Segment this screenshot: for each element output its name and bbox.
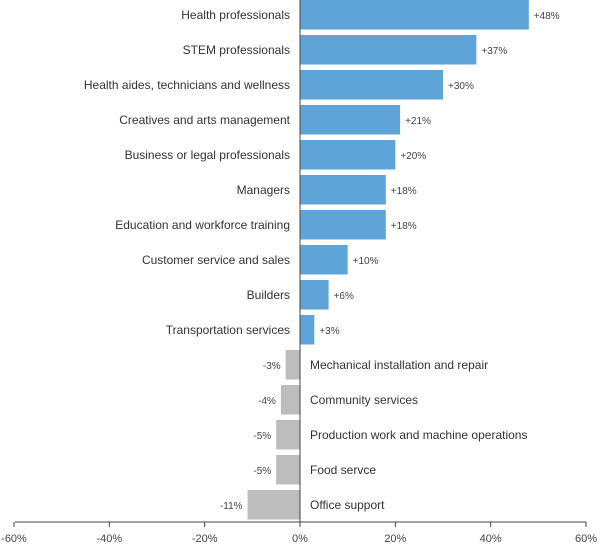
value-label: +21% [405,116,431,127]
category-label: Transportation services [166,323,290,337]
bar [300,175,386,205]
x-tick-label: -40% [96,533,122,545]
bar [280,385,300,415]
x-tick-label: 60% [575,533,597,545]
value-label: +3% [319,326,339,337]
value-label: +48% [534,11,560,22]
bar [300,70,443,100]
category-label: STEM professionals [183,43,290,57]
bar [247,490,300,520]
category-label: Community services [310,393,418,407]
category-label: Food servce [310,463,376,477]
bar [300,315,315,345]
bar [300,210,386,240]
x-tick-label: -20% [192,533,218,545]
x-tick-label: 40% [480,533,502,545]
bar [300,0,529,30]
value-label: -11% [220,501,243,512]
value-label: +10% [353,256,379,267]
bar [300,105,401,135]
category-label: Customer service and sales [142,253,290,267]
category-label: Managers [237,183,290,197]
bar [300,35,477,65]
category-label: Mechanical installation and repair [310,358,488,372]
x-tick-label: -60% [1,533,27,545]
bar [285,350,300,380]
category-labels-group: Health professionals STEM professionals He… [84,8,528,512]
bar [300,280,329,310]
x-tick-label: 0% [292,533,308,545]
category-label: Creatives and arts management [119,113,290,127]
value-labels-group: +48% +37% +30% +21% +20% +18% +18% +10% +6% +3% -3… [220,11,560,512]
value-label: -5% [253,466,271,477]
category-label: Health aides, technicians and wellness [84,78,290,92]
value-label: +20% [400,151,426,162]
category-label: Office support [310,498,385,512]
value-label: +18% [391,221,417,232]
value-label: +37% [481,46,507,57]
value-label: -4% [258,396,276,407]
category-label: Health professionals [181,8,290,22]
category-label: Business or legal professionals [125,148,290,162]
value-label: -3% [263,361,281,372]
category-label: Builders [247,288,290,302]
x-tick-label: 20% [384,533,406,545]
bar [300,245,348,275]
category-label: Education and workforce training [115,218,290,232]
category-label: Production work and machine operations [310,428,527,442]
value-label: +18% [391,186,417,197]
bar [276,455,300,485]
value-label: -5% [253,431,271,442]
value-label: +6% [334,291,354,302]
bar [300,140,396,170]
value-label: +30% [448,81,474,92]
bars-group [247,0,529,520]
bar [276,420,300,450]
